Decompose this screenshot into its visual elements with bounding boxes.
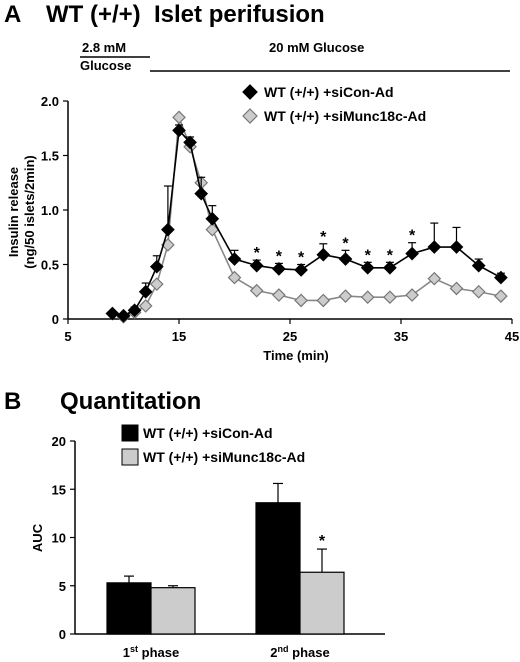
perifusion-x-tick-label: 5	[64, 329, 71, 344]
bar-sicon	[255, 502, 301, 635]
panel-b-letter: B	[4, 388, 21, 415]
significance-star: *	[298, 250, 305, 267]
data-point-sicon	[427, 240, 442, 254]
data-point-simunc18c	[272, 288, 286, 302]
bar-legend-label-simunc18c: WT (+/+) +siMunc18c-Ad	[143, 449, 305, 465]
significance-star: *	[320, 229, 327, 246]
perifusion-series	[105, 110, 508, 324]
data-point-sicon	[149, 259, 164, 274]
data-point-sicon	[338, 252, 353, 266]
data-point-simunc18c	[316, 293, 331, 308]
perifusion-x-tick-label: 25	[283, 329, 297, 344]
data-point-sicon	[205, 211, 220, 226]
panel-a-title: WT (+/+) Islet perifusion	[46, 1, 325, 28]
data-point-simunc18c	[427, 271, 442, 286]
quantitation-y-tick-label: 15	[52, 482, 66, 497]
data-point-sicon	[360, 260, 375, 275]
condition-low-glucose-line2: Glucose	[80, 58, 131, 73]
bar-significance-star: *	[319, 533, 326, 550]
data-point-simunc18c	[405, 288, 419, 302]
data-point-sicon	[183, 135, 197, 150]
data-point-sicon	[449, 240, 464, 254]
perifusion-y-tick-label: 1.0	[41, 203, 59, 218]
significance-star: *	[409, 228, 416, 245]
data-point-simunc18c	[449, 281, 464, 296]
data-point-simunc18c	[227, 270, 242, 285]
perifusion-ylabel-line2: (ng/50 islets/2min)	[22, 155, 37, 268]
data-point-sicon	[227, 252, 242, 266]
data-point-simunc18c	[138, 299, 153, 313]
bar-legend-label-sicon: WT (+/+) +siCon-Ad	[143, 425, 273, 441]
data-point-simunc18c	[494, 289, 508, 303]
condition-high-glucose-label: 20 mM Glucose	[269, 40, 364, 55]
quantitation-ylabel: AUC	[30, 523, 45, 552]
significance-star: *	[254, 245, 261, 262]
data-point-simunc18c	[172, 110, 186, 125]
perifusion-x-tick-label: 45	[505, 329, 519, 344]
data-point-sicon	[494, 270, 508, 285]
legend-swatch-simunc18c	[121, 448, 139, 466]
quantitation-legend: WT (+/+) +siCon-Ad WT (+/+) +siMunc18c-Ad	[121, 424, 305, 466]
data-point-sicon	[405, 246, 419, 261]
panel-b-title: Quantitation	[60, 388, 201, 415]
perifusion-y-tick-label: 0	[52, 312, 59, 327]
data-point-sicon	[194, 186, 209, 201]
data-point-simunc18c	[338, 289, 353, 303]
data-point-sicon	[471, 258, 486, 273]
perifusion-y-tick-label: 0.5	[41, 258, 59, 273]
data-point-simunc18c	[471, 284, 486, 299]
data-point-sicon	[116, 308, 131, 323]
significance-star: *	[276, 248, 283, 265]
series-line-simunc18c	[112, 117, 502, 318]
series-line-sicon	[112, 128, 502, 317]
quantitation-category-label: 1st phase	[123, 644, 179, 660]
perifusion-legend: WT (+/+) +siCon-Ad WT (+/+) +siMunc18c-Ad	[242, 84, 426, 124]
data-point-sicon	[316, 247, 331, 262]
data-point-sicon	[294, 263, 308, 277]
legend-marker-simunc18c	[242, 108, 258, 124]
condition-low-glucose-line1: 2.8 mM	[82, 40, 126, 55]
quantitation-y-tick-label: 0	[59, 627, 66, 642]
perifusion-ylabel-line1: Insulin release	[6, 167, 21, 257]
data-point-sicon	[172, 123, 186, 138]
quantitation-bar-chart: 0 5 10 15 20 1st phase 2nd phase * WT (+/+) +s…	[30, 424, 385, 660]
significance-star: *	[342, 235, 349, 252]
data-point-simunc18c	[360, 290, 375, 305]
data-point-sicon	[272, 262, 286, 276]
data-point-simunc18c	[294, 293, 308, 308]
data-point-sicon	[138, 284, 153, 299]
perifusion-line-chart: 0 0.5 1.0 1.5 2.0 5 15 25 35 45 * * * * * * * * WT (+/+)…	[6, 84, 519, 363]
data-point-sicon	[249, 258, 264, 273]
bar-sicon	[106, 582, 152, 635]
perifusion-y-tick-label: 2.0	[41, 94, 59, 109]
quantitation-y-tick-label: 20	[52, 434, 66, 449]
significance-star: *	[387, 247, 394, 264]
legend-label-sicon: WT (+/+) +siCon-Ad	[264, 84, 394, 100]
legend-marker-sicon	[242, 84, 258, 100]
data-point-sicon	[105, 306, 120, 321]
significance-star: *	[365, 247, 372, 264]
data-point-simunc18c	[149, 277, 164, 291]
perifusion-x-tick-label: 15	[172, 329, 186, 344]
perifusion-axes: 0 0.5 1.0 1.5 2.0 5 15 25 35 45	[41, 94, 519, 344]
legend-swatch-sicon	[121, 424, 139, 442]
perifusion-significance-marks: * * * * * * * *	[254, 228, 416, 267]
bar-simunc18c	[150, 587, 196, 635]
quantitation-y-tick-label: 10	[52, 531, 66, 546]
data-point-simunc18c	[249, 283, 264, 298]
quantitation-category-label: 2nd phase	[270, 644, 329, 660]
quantitation-y-tick-label: 5	[59, 579, 66, 594]
perifusion-xlabel: Time (min)	[263, 348, 329, 363]
data-point-sicon	[383, 260, 397, 275]
data-point-sicon	[127, 303, 142, 318]
panel-a-letter: A	[4, 1, 21, 28]
perifusion-x-tick-label: 35	[394, 329, 408, 344]
legend-label-simunc18c: WT (+/+) +siMunc18c-Ad	[264, 108, 426, 124]
bar-simunc18c	[299, 571, 345, 635]
quantitation-bars: *	[106, 482, 345, 635]
data-point-sicon	[161, 222, 175, 237]
data-point-simunc18c	[383, 290, 397, 305]
perifusion-y-tick-label: 1.5	[41, 149, 59, 164]
